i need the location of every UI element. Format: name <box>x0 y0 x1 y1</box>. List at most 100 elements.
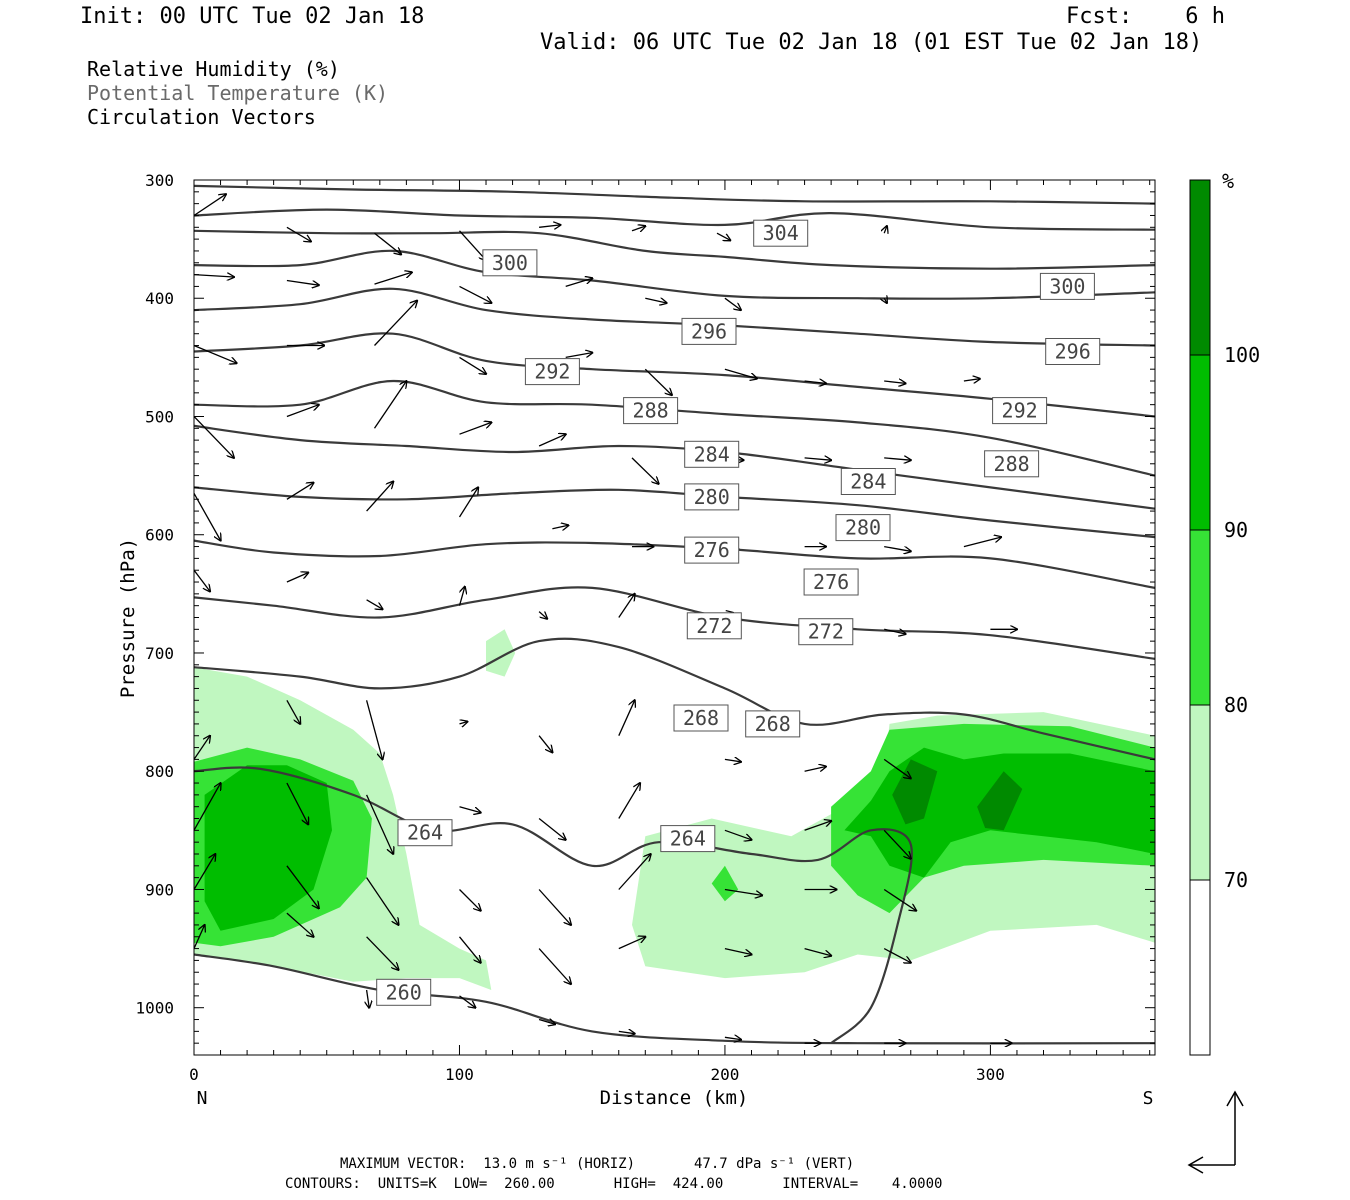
theta-contour-300 <box>194 249 1155 300</box>
vector-29 <box>373 381 407 429</box>
init-time: Init: 00 UTC Tue 02 Jan 18 <box>80 4 425 29</box>
vector-68 <box>366 794 394 854</box>
vector-38 <box>286 483 314 500</box>
vector-69 <box>459 806 481 813</box>
vector-37 <box>194 492 221 540</box>
vector-47 <box>194 569 210 591</box>
vector-76 <box>286 865 319 909</box>
vector-79 <box>538 889 571 925</box>
vector-25 <box>884 381 905 383</box>
y-tick-label: 500 <box>145 407 174 426</box>
vector-13 <box>565 278 593 288</box>
svg-text:300: 300 <box>1049 274 1085 298</box>
vector-64 <box>804 767 826 772</box>
x-end-label-left: N <box>197 1088 208 1109</box>
svg-text:280: 280 <box>694 485 730 509</box>
vector-62 <box>618 700 635 736</box>
vector-49 <box>366 599 383 609</box>
vector-51 <box>538 612 547 619</box>
vector-86 <box>366 936 399 970</box>
vector-20 <box>459 356 487 374</box>
theta-label-300: 300 <box>1039 272 1095 300</box>
vector-95 <box>538 1020 555 1025</box>
theta-contour-272 <box>194 586 1155 660</box>
theta-label-layer: 300 304 300 296 296 292 292 288 288 284 284 280 280 2… <box>376 219 1101 1006</box>
theta-contour-308 <box>194 208 1155 231</box>
theta-label-284: 284 <box>684 440 740 468</box>
vector-27 <box>194 416 234 458</box>
theta-label-296: 296 <box>681 317 737 345</box>
vector-21 <box>565 353 593 359</box>
theta-contour-276 <box>194 539 1155 589</box>
colorbar-unit: % <box>1222 169 1234 193</box>
theta-label-292: 292 <box>524 358 580 386</box>
vector-81 <box>724 888 762 896</box>
vector-5 <box>631 226 645 231</box>
rh-region-90-6 <box>204 765 332 931</box>
theta-label-288: 288 <box>623 397 679 425</box>
theta-label-268: 268 <box>673 704 729 732</box>
vector-15 <box>724 297 741 310</box>
legend-vectors: Circulation Vectors <box>87 105 316 129</box>
svg-text:272: 272 <box>808 620 844 644</box>
contour-info: CONTOURS: UNITS=K LOW= 260.00 HIGH= 424.… <box>285 1176 943 1192</box>
colorbar: % 70 80 90 100 <box>1189 169 1260 1056</box>
x-axis-label: Distance (km) <box>600 1087 749 1109</box>
vector-87 <box>458 936 481 963</box>
colorbar-segment-3 <box>1189 704 1211 881</box>
y-tick-label: 600 <box>145 526 174 545</box>
vector-40 <box>458 488 479 518</box>
theta-contour-layer <box>194 184 1155 1045</box>
y-tick-label: 700 <box>145 644 174 663</box>
svg-text:276: 276 <box>694 538 730 562</box>
theta-contour-284 <box>194 424 1155 510</box>
vector-30 <box>459 422 492 435</box>
vector-96 <box>618 1031 635 1033</box>
forecast-hour: Fcst: 6 h <box>1066 4 1225 29</box>
vector-26 <box>963 379 980 381</box>
vector-0 <box>194 194 226 217</box>
rh-region-100-9 <box>977 771 1023 831</box>
legend-theta: Potential Temperature (K) <box>87 81 389 105</box>
vector-2 <box>374 232 402 254</box>
y-tick-label: 400 <box>145 289 174 308</box>
theta-label-280: 280 <box>835 514 891 542</box>
vector-77 <box>366 877 399 925</box>
colorbar-level-70: 70 <box>1224 868 1248 892</box>
theta-contour-280 <box>194 486 1155 539</box>
colorbar-level-100: 100 <box>1224 343 1260 367</box>
colorbar-level-90: 90 <box>1224 518 1248 542</box>
y-tick-label: 900 <box>145 880 174 899</box>
theta-label-284: 284 <box>840 468 896 495</box>
theta-label-268: 268 <box>745 710 801 738</box>
theta-contour-292 <box>194 332 1155 418</box>
theta-label-276: 276 <box>803 568 859 596</box>
vector-9 <box>194 275 234 277</box>
theta-label-264: 264 <box>660 825 716 853</box>
svg-text:296: 296 <box>691 319 727 343</box>
vector-45 <box>884 545 911 552</box>
vector-90 <box>724 947 752 955</box>
theta-label-288: 288 <box>984 450 1040 478</box>
vector-59 <box>365 700 383 759</box>
vector-17 <box>194 344 237 364</box>
theta-label-280: 280 <box>684 483 740 511</box>
svg-text:268: 268 <box>683 706 719 730</box>
vector-23 <box>724 368 757 378</box>
svg-text:296: 296 <box>1055 340 1091 364</box>
vector-22 <box>644 368 672 395</box>
svg-text:260: 260 <box>386 980 422 1004</box>
vector-57 <box>194 736 210 760</box>
theta-contour-288 <box>194 379 1155 477</box>
svg-text:292: 292 <box>1002 399 1038 423</box>
vector-11 <box>374 272 412 285</box>
theta-label-304: 304 <box>753 219 809 247</box>
vector-35 <box>884 458 911 460</box>
vector-83 <box>883 888 916 911</box>
vector-93 <box>367 989 370 1008</box>
theta-label-264: 264 <box>397 819 453 847</box>
colorbar-level-80: 80 <box>1224 693 1248 717</box>
vector-61 <box>538 735 552 753</box>
vector-97 <box>724 1037 741 1039</box>
